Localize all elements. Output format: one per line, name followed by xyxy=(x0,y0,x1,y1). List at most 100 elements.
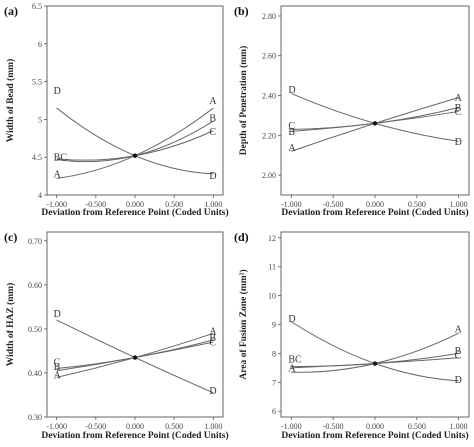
plot-frame xyxy=(46,5,224,196)
y-tick-label: 0.40 xyxy=(28,369,42,378)
chart-panel-b: 2.00 2.20 2.40 2.60 2.80 -1.000 -0.500 0.000 0.5… xyxy=(234,4,470,218)
right-series-label: B xyxy=(209,333,216,344)
y-tick-label: 11 xyxy=(268,263,276,272)
x-tick-label: 0.000 xyxy=(126,200,144,209)
left-series-label: A xyxy=(288,363,296,374)
y-axis-label: Area of Fusion Zone (mm²) xyxy=(238,269,249,379)
x-tick-label: 0.000 xyxy=(366,422,384,431)
x-tick-label: -1.000 xyxy=(46,200,67,209)
y-axis-label: Depth of Penetration (mm) xyxy=(238,46,249,156)
y-tick-label: 2.60 xyxy=(262,52,276,61)
x-tick-label: 0.500 xyxy=(165,422,183,431)
left-series-label: C xyxy=(288,121,295,132)
y-tick-label: 6 xyxy=(38,40,42,49)
reference-point xyxy=(372,121,378,126)
x-tick-label: 0.000 xyxy=(366,200,384,209)
y-tick-label: 9 xyxy=(272,321,276,330)
x-axis-label: Deviation from Reference Point (Coded Un… xyxy=(281,207,468,218)
right-series-label: D xyxy=(455,375,462,386)
right-series-label: D xyxy=(455,137,462,148)
y-tick-label: 6.5 xyxy=(32,2,42,11)
chart-panel-d: 6 7 8 9 10 11 12 -1.000 -0.500 0.000 0.500 1.000 D BC… xyxy=(234,230,470,441)
right-series-label: D xyxy=(209,386,216,397)
series-line-d xyxy=(291,93,459,142)
y-tick-label: 5 xyxy=(38,115,42,124)
x-tick-label: 1.000 xyxy=(450,200,468,209)
plot-frame xyxy=(280,231,470,418)
y-tick-label: 0.70 xyxy=(28,237,42,246)
y-tick-label: 2.80 xyxy=(262,12,276,21)
y-tick-label: 0.60 xyxy=(28,281,42,290)
right-series-label: B xyxy=(455,346,462,357)
right-series-label: C xyxy=(455,350,462,361)
x-tick-label: -0.500 xyxy=(323,200,344,209)
left-series-label: BC xyxy=(288,355,302,366)
x-tick-label: -1.000 xyxy=(281,200,302,209)
right-series-label: A xyxy=(455,324,463,335)
y-tick-label: 2.00 xyxy=(262,171,276,180)
y-tick-label: 12 xyxy=(268,234,276,243)
chart-panel-c: 0.30 0.40 0.50 0.60 0.70 -1.000 -0.500 0.000 0.5… xyxy=(4,230,229,441)
right-series-label: A xyxy=(209,327,217,338)
y-axis-label: Width of Bead (mm) xyxy=(5,59,16,142)
x-axis-label: Deviation from Reference Point (Coded Un… xyxy=(281,430,468,441)
left-series-label: A xyxy=(54,169,62,180)
x-tick-label: 1.000 xyxy=(204,422,222,431)
chart-panel-a: 44.555.566.5-1.000 -0.500 0.000 0.500 1.000D… xyxy=(4,2,229,218)
right-series-label: B xyxy=(209,113,216,124)
y-axis-label: Width of HAZ (mm) xyxy=(5,283,16,366)
series-line-b xyxy=(56,339,214,370)
panel-label: (c) xyxy=(4,230,17,244)
left-series-label: BC xyxy=(54,153,68,164)
left-series-label: A xyxy=(288,143,296,154)
x-tick-label: 0.500 xyxy=(408,200,426,209)
x-tick-label: -1.000 xyxy=(46,422,67,431)
x-tick-label: -0.500 xyxy=(86,200,107,209)
x-axis-label: Deviation from Reference Point (Coded Un… xyxy=(41,430,228,441)
panel-label: (d) xyxy=(234,230,249,244)
y-tick-label: 4.5 xyxy=(32,153,42,162)
x-tick-label: -1.000 xyxy=(281,422,302,431)
left-series-label: D xyxy=(54,309,61,320)
y-tick-label: 8 xyxy=(272,349,276,358)
x-tick-label: 0.500 xyxy=(408,422,426,431)
right-series-label: A xyxy=(209,96,217,107)
x-axis-label: Deviation from Reference Point (Coded Un… xyxy=(41,207,228,218)
right-series-label: C xyxy=(455,107,462,118)
y-tick-label: 4 xyxy=(38,191,42,200)
series-line-a xyxy=(56,107,214,179)
right-series-label: C xyxy=(209,127,216,138)
left-series-label: D xyxy=(54,86,61,97)
panel-label: (a) xyxy=(4,4,18,18)
left-series-label: C xyxy=(54,357,61,368)
right-series-label: C xyxy=(209,338,216,349)
left-series-label: B xyxy=(54,362,61,373)
y-tick-label: 10 xyxy=(268,292,276,301)
y-tick-label: 0.50 xyxy=(28,325,42,334)
y-tick-label: 5.5 xyxy=(32,78,42,87)
x-tick-label: -0.500 xyxy=(323,422,344,431)
right-series-label: B xyxy=(455,103,462,114)
right-series-label: D xyxy=(209,171,216,182)
y-tick-label: 2.20 xyxy=(262,131,276,140)
x-tick-label: 0.500 xyxy=(165,200,183,209)
series-line-b xyxy=(291,106,459,130)
x-tick-label: 1.000 xyxy=(450,422,468,431)
left-series-label: B xyxy=(288,127,295,138)
x-tick-label: 1.000 xyxy=(204,200,222,209)
left-series-label: D xyxy=(288,85,295,96)
series-line-a xyxy=(56,332,214,378)
reference-point xyxy=(132,153,138,158)
right-series-label: A xyxy=(455,93,463,104)
reference-point xyxy=(132,355,138,360)
y-tick-label: 6 xyxy=(272,407,276,416)
left-series-label: D xyxy=(288,314,295,325)
x-tick-label: 0.000 xyxy=(126,422,144,431)
y-tick-label: 7 xyxy=(272,378,276,387)
y-tick-label: 0.30 xyxy=(28,413,42,422)
panel-label: (b) xyxy=(234,4,249,18)
plot-frame xyxy=(46,231,224,418)
reference-point xyxy=(372,361,378,366)
left-series-label: A xyxy=(54,371,62,382)
